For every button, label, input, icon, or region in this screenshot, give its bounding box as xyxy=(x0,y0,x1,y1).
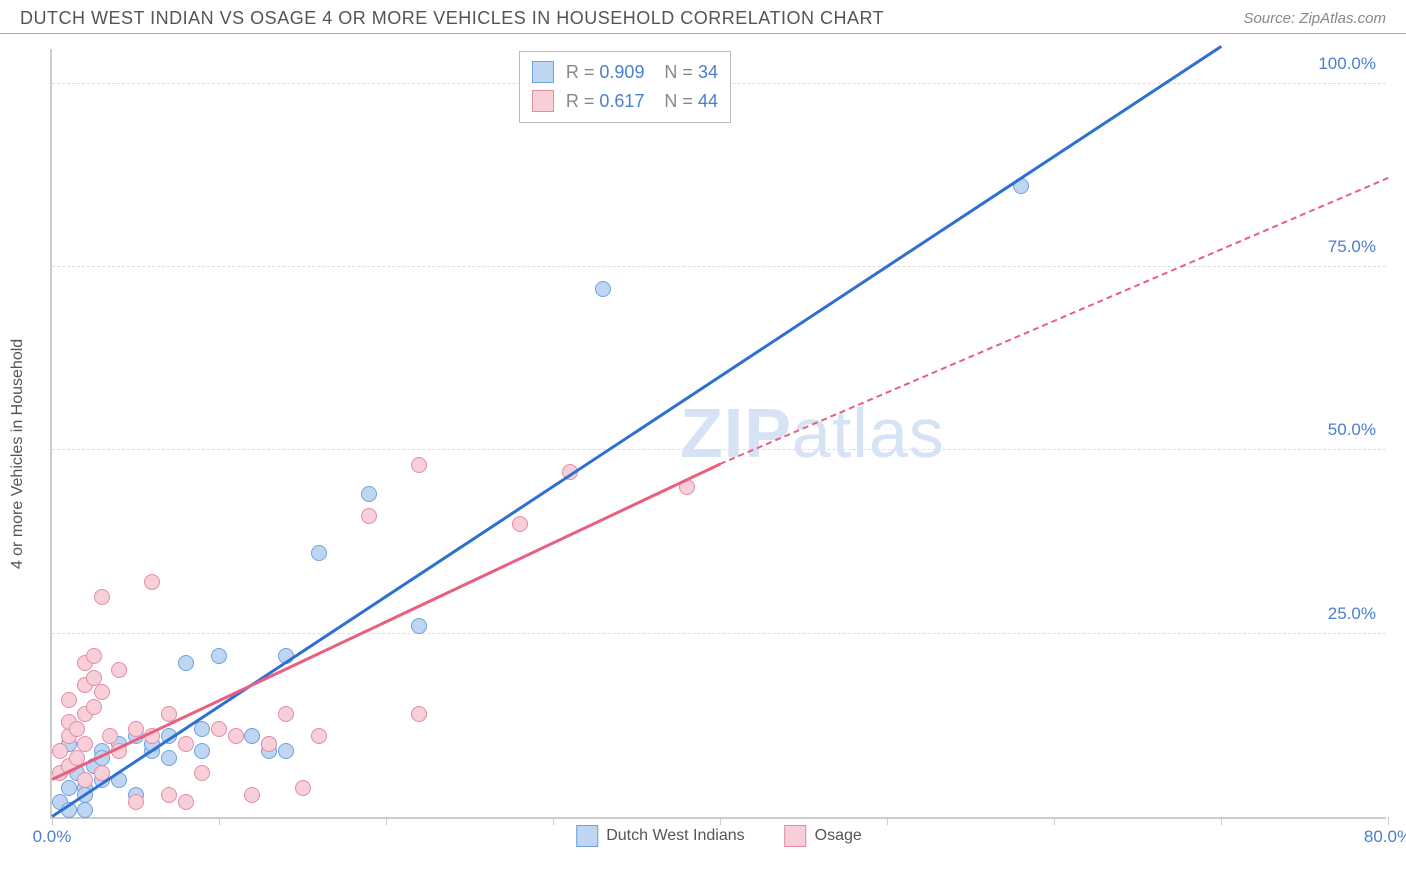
data-point xyxy=(194,765,210,781)
data-point xyxy=(86,648,102,664)
data-point xyxy=(595,281,611,297)
data-point xyxy=(311,728,327,744)
data-point xyxy=(278,706,294,722)
data-point xyxy=(244,728,260,744)
chart-title: DUTCH WEST INDIAN VS OSAGE 4 OR MORE VEH… xyxy=(20,8,884,29)
y-tick-label: 50.0% xyxy=(1328,420,1376,440)
data-point xyxy=(178,736,194,752)
data-point xyxy=(77,736,93,752)
data-point xyxy=(161,750,177,766)
data-point xyxy=(311,545,327,561)
series-legend-label: Dutch West Indians xyxy=(606,827,744,845)
data-point xyxy=(211,721,227,737)
y-axis-label: 4 or more Vehicles in Household xyxy=(9,339,27,569)
series-legend: Dutch West Indians Osage xyxy=(576,825,862,847)
regression-extrapolation xyxy=(720,177,1389,465)
x-tick xyxy=(219,817,220,825)
data-point xyxy=(178,655,194,671)
data-point xyxy=(512,516,528,532)
x-tick xyxy=(887,817,888,825)
data-point xyxy=(128,794,144,810)
data-point xyxy=(194,743,210,759)
data-point xyxy=(178,794,194,810)
data-point xyxy=(86,699,102,715)
regression-line xyxy=(51,45,1221,817)
x-tick xyxy=(720,817,721,825)
x-tick-label: 0.0% xyxy=(33,827,72,847)
data-point xyxy=(69,721,85,737)
legend-swatch xyxy=(785,825,807,847)
data-point xyxy=(94,684,110,700)
data-point xyxy=(211,648,227,664)
chart-source: Source: ZipAtlas.com xyxy=(1243,10,1386,27)
gridline xyxy=(52,633,1386,634)
legend-swatch xyxy=(532,61,554,83)
data-point xyxy=(77,772,93,788)
data-point xyxy=(94,589,110,605)
data-point xyxy=(361,486,377,502)
stats-legend-text: R = 0.617 N = 44 xyxy=(566,87,718,116)
legend-swatch xyxy=(576,825,598,847)
data-point xyxy=(361,508,377,524)
series-legend-label: Osage xyxy=(815,827,862,845)
regression-line xyxy=(51,463,720,781)
gridline xyxy=(52,266,1386,267)
data-point xyxy=(411,706,427,722)
data-point xyxy=(228,728,244,744)
data-point xyxy=(194,721,210,737)
chart-header: DUTCH WEST INDIAN VS OSAGE 4 OR MORE VEH… xyxy=(0,0,1406,34)
data-point xyxy=(61,692,77,708)
x-tick xyxy=(386,817,387,825)
y-tick-label: 25.0% xyxy=(1328,604,1376,624)
data-point xyxy=(295,780,311,796)
x-tick xyxy=(52,817,53,825)
data-point xyxy=(52,743,68,759)
data-point xyxy=(278,743,294,759)
gridline xyxy=(52,449,1386,450)
data-point xyxy=(86,670,102,686)
stats-legend-text: R = 0.909 N = 34 xyxy=(566,58,718,87)
data-point xyxy=(411,618,427,634)
data-point xyxy=(411,457,427,473)
data-point xyxy=(61,780,77,796)
data-point xyxy=(77,802,93,818)
x-tick xyxy=(1388,817,1389,825)
chart-container: 4 or more Vehicles in Household 25.0% 50.… xyxy=(0,34,1406,874)
watermark: ZIPatlas xyxy=(680,393,945,473)
y-tick-label: 75.0% xyxy=(1328,237,1376,257)
stats-legend-row: R = 0.909 N = 34 xyxy=(532,58,718,87)
x-tick xyxy=(1054,817,1055,825)
data-point xyxy=(102,728,118,744)
series-legend-item: Osage xyxy=(785,825,862,847)
legend-swatch xyxy=(532,90,554,112)
y-tick-label: 100.0% xyxy=(1318,54,1376,74)
plot-area: 25.0%50.0%75.0%100.0%0.0%80.0%ZIPatlasR … xyxy=(50,49,1386,819)
data-point xyxy=(261,736,277,752)
data-point xyxy=(144,574,160,590)
data-point xyxy=(244,787,260,803)
x-tick xyxy=(553,817,554,825)
series-legend-item: Dutch West Indians xyxy=(576,825,744,847)
data-point xyxy=(161,787,177,803)
stats-legend: R = 0.909 N = 34R = 0.617 N = 44 xyxy=(519,51,731,123)
x-tick-label: 80.0% xyxy=(1364,827,1406,847)
x-tick xyxy=(1221,817,1222,825)
data-point xyxy=(111,662,127,678)
stats-legend-row: R = 0.617 N = 44 xyxy=(532,87,718,116)
